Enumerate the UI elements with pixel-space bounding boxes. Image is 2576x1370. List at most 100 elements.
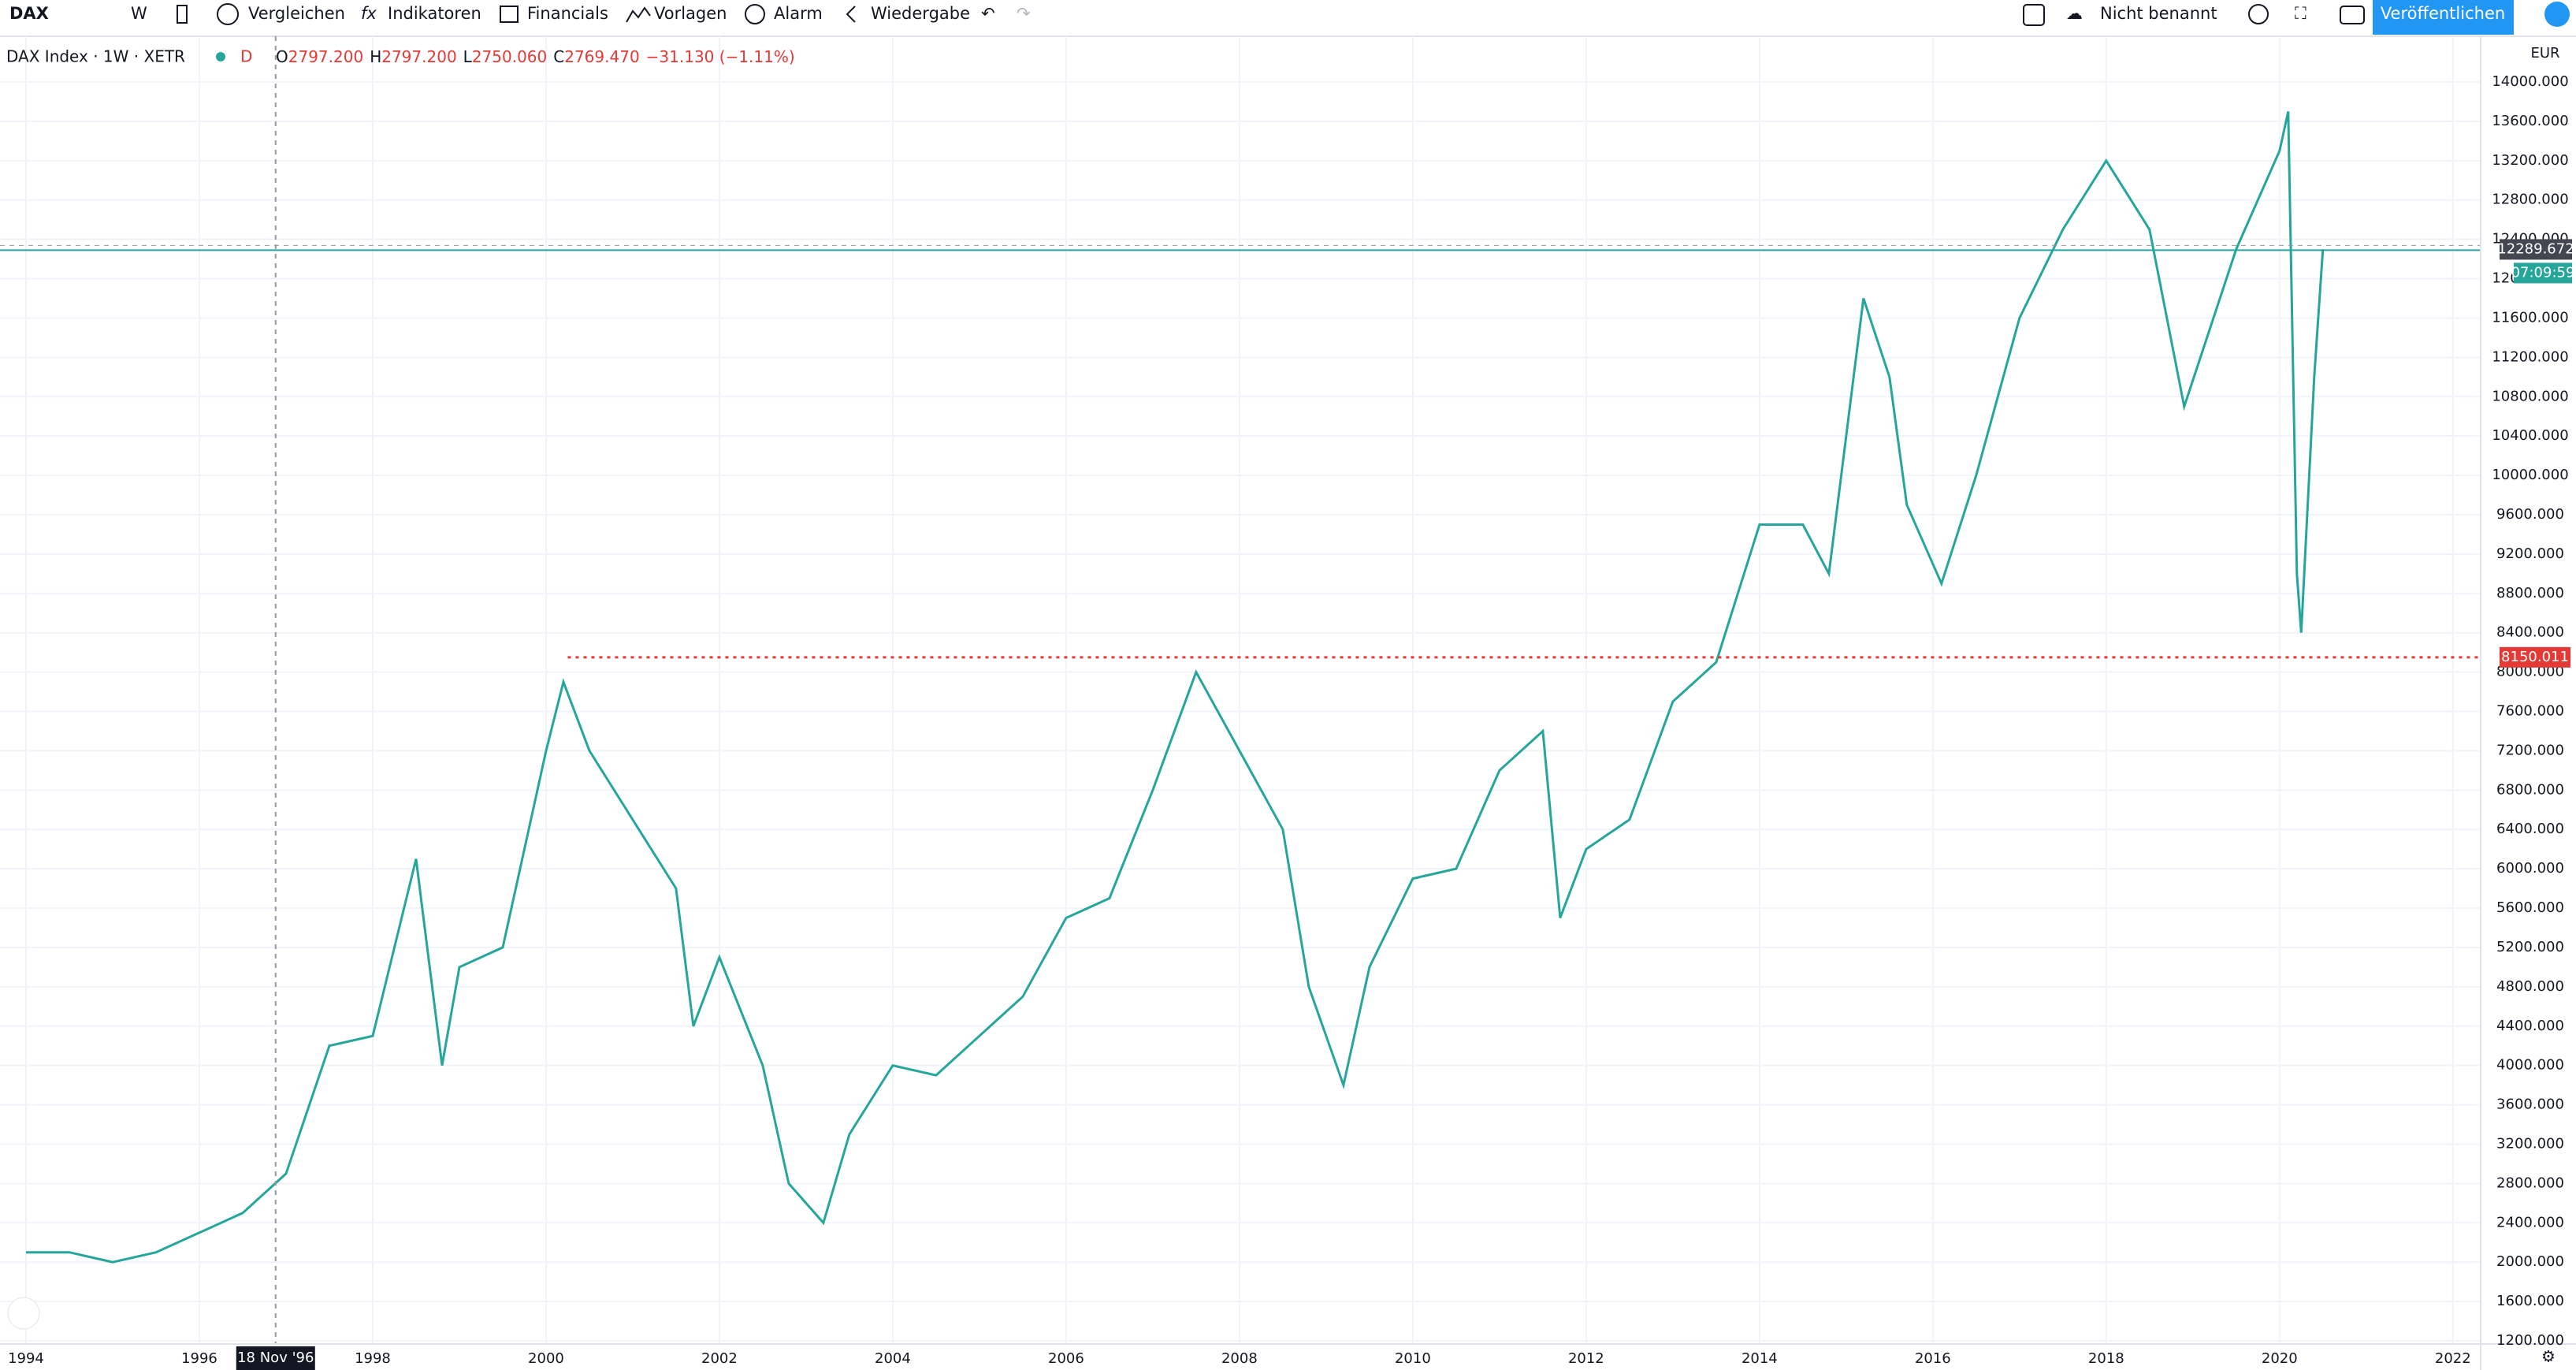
y-tick-label: 1200.000 — [2496, 1332, 2564, 1349]
y-tick-label: 4800.000 — [2496, 978, 2564, 995]
legend-badge: D — [240, 47, 252, 66]
x-tick-label: 1994 — [8, 1350, 44, 1367]
y-tick-label: 13600.000 — [2492, 113, 2568, 129]
y-tick-label: 14000.000 — [2492, 73, 2568, 90]
x-tick-label: 2008 — [1221, 1350, 1258, 1367]
replay[interactable]: Wiedergabe — [871, 4, 970, 23]
y-tick-label: 2400.000 — [2496, 1214, 2564, 1230]
high: 2797.200 — [381, 47, 456, 66]
x-tick-label: 2022 — [2435, 1350, 2471, 1367]
y-tick-label: 10000.000 — [2492, 467, 2568, 483]
x-tick-label: 2002 — [701, 1350, 738, 1367]
countdown-bg — [2514, 262, 2572, 284]
x-tick-label: 2014 — [1741, 1350, 1778, 1367]
x-tick-label: 2000 — [528, 1350, 564, 1367]
x-tick-label: 2006 — [1048, 1350, 1084, 1367]
x-tick-label: 2010 — [1395, 1350, 1431, 1367]
x-tick-label: 1996 — [181, 1350, 217, 1367]
alert-icon[interactable] — [745, 4, 765, 24]
y-tick-label: 3600.000 — [2496, 1096, 2564, 1113]
publish-button[interactable] — [2373, 0, 2514, 35]
close: 2769.470 — [564, 47, 639, 66]
y-tick-label: 10400.000 — [2492, 427, 2568, 444]
settings-icon[interactable] — [2248, 4, 2269, 24]
label: L — [463, 47, 473, 66]
price-label-bg — [2500, 239, 2572, 260]
y-tick-label: 4400.000 — [2496, 1018, 2564, 1034]
countdown: 07:09:59 — [2511, 264, 2575, 281]
logo[interactable] — [7, 1297, 40, 1330]
compare[interactable]: Vergleichen — [248, 4, 345, 23]
level-label-bg — [2500, 646, 2570, 668]
x-tick-label: 2020 — [2262, 1350, 2298, 1367]
undo[interactable]: ↶ — [981, 4, 995, 23]
legend-title: DAX Index · 1W · XETR — [6, 47, 185, 66]
y-tick-label: 6000.000 — [2496, 860, 2564, 877]
plot — [0, 36, 2481, 1344]
label: H — [370, 47, 381, 66]
compare-icon[interactable] — [217, 3, 239, 25]
x-tick-label: 2018 — [2088, 1350, 2124, 1367]
x-tick-label: 2016 — [1915, 1350, 1951, 1367]
crosshair-label: 18 Nov '96 — [237, 1350, 314, 1366]
y-tick-label: 9200.000 — [2496, 545, 2564, 562]
y-tick-label: 4000.000 — [2496, 1057, 2564, 1074]
axis-settings[interactable]: ⚙ — [2541, 1347, 2556, 1366]
snapshot-icon[interactable] — [2340, 6, 2365, 24]
status-dot — [216, 52, 225, 61]
chart-style-icon[interactable] — [177, 5, 188, 24]
y-tick-label: 7200.000 — [2496, 742, 2564, 758]
price-label: 12289.672 — [2497, 240, 2574, 257]
publish[interactable]: Veröffentlichen — [2381, 4, 2505, 23]
expand-icon[interactable]: ⛶ — [2294, 4, 2307, 23]
layout-name[interactable]: Nicht benannt — [2100, 4, 2217, 23]
symbol[interactable]: DAX — [9, 4, 49, 23]
indicators[interactable]: Indikatoren — [388, 4, 481, 23]
y-tick-label: 6800.000 — [2496, 781, 2564, 798]
alert[interactable]: Alarm — [774, 4, 823, 23]
y-tick-label: 8400.000 — [2496, 624, 2564, 641]
level-label: 8150.011 — [2501, 649, 2569, 665]
open: 2797.200 — [288, 47, 363, 66]
y-tick-label: 6400.000 — [2496, 821, 2564, 837]
y-tick-label: 10800.000 — [2492, 388, 2568, 404]
financials-icon[interactable] — [500, 6, 519, 23]
y-tick-label: 13200.000 — [2492, 152, 2568, 169]
x-tick-label: 2012 — [1568, 1350, 1604, 1367]
y-tick-label: 2000.000 — [2496, 1253, 2564, 1270]
y-tick-label: 1600.000 — [2496, 1293, 2564, 1309]
y-tick-label: 3200.000 — [2496, 1135, 2564, 1152]
replay-icon[interactable] — [846, 6, 856, 23]
y-tick-label: 11200.000 — [2492, 348, 2568, 365]
x-tick-label: 2004 — [875, 1350, 911, 1367]
y-tick-label: 5200.000 — [2496, 939, 2564, 955]
y-tick-label: 2800.000 — [2496, 1175, 2564, 1191]
x-tick-label: 1998 — [355, 1350, 391, 1367]
y-tick-label: 11600.000 — [2492, 309, 2568, 326]
low: 2750.060 — [472, 47, 547, 66]
y-tick-label: 12800.000 — [2492, 192, 2568, 208]
templates-icon[interactable] — [626, 6, 651, 23]
price-line — [26, 111, 2325, 1264]
currency: EUR — [2530, 45, 2559, 61]
y-tick-label: 7600.000 — [2496, 703, 2564, 720]
y-tick-label: 5600.000 — [2496, 899, 2564, 916]
interval[interactable]: W — [131, 4, 147, 23]
label: O — [276, 47, 288, 66]
y-tick-label: 8800.000 — [2496, 585, 2564, 601]
play-button[interactable] — [2544, 2, 2570, 27]
financials[interactable]: Financials — [527, 4, 608, 23]
redo[interactable]: ↷ — [1017, 4, 1031, 23]
indicators-icon[interactable]: fx — [361, 4, 377, 23]
templates[interactable]: Vorlagen — [654, 4, 727, 23]
crosshair-label-bg — [236, 1346, 315, 1370]
y-tick-label: 9600.000 — [2496, 506, 2564, 523]
legend-ohlc: O2797.200 H2797.200 L2750.060 C2769.470 −31.… — [276, 47, 795, 66]
label: C — [553, 47, 564, 66]
toolbar — [0, 0, 2576, 36]
fullscreen-box[interactable] — [2023, 4, 2045, 26]
cloud-icon[interactable]: ☁ — [2066, 4, 2083, 23]
change: −31.130 (−1.11%) — [646, 47, 795, 66]
